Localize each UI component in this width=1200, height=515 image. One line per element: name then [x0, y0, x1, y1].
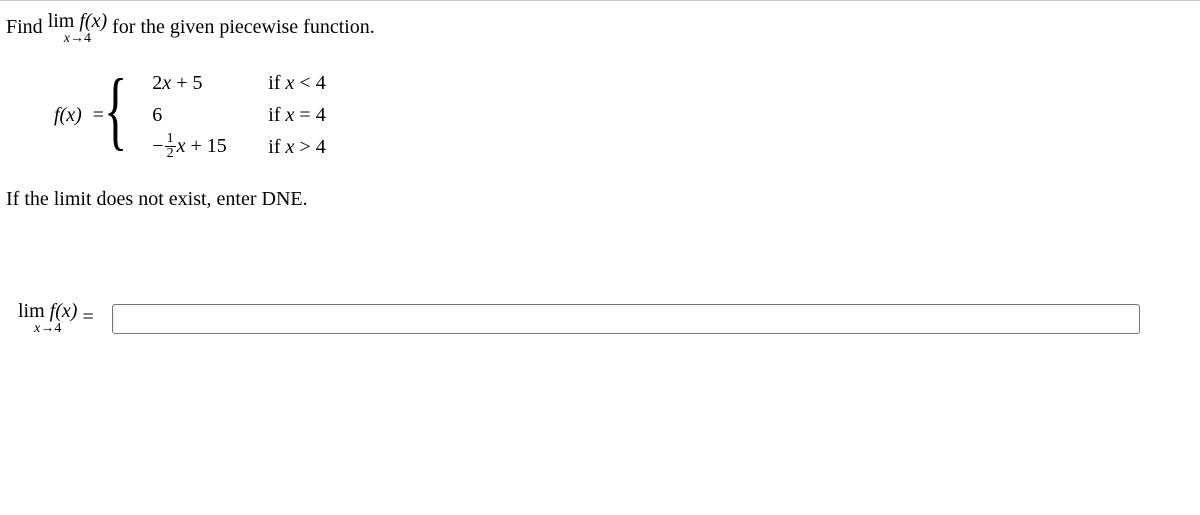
case-expression: 6: [152, 104, 268, 127]
piecewise-fx-label: f(x) =: [54, 104, 104, 127]
lim-sub-val: 4: [84, 31, 91, 46]
case-expression: −12x + 15: [152, 133, 268, 162]
piecewise-case: −12x + 15 if x > 4: [152, 132, 325, 162]
problem-prompt: Find lim f(x)x→4 for the given piecewise…: [6, 11, 1194, 46]
problem-container: Find lim f(x)x→4 for the given piecewise…: [0, 0, 1200, 515]
answer-input[interactable]: [112, 304, 1140, 334]
case-condition: if x = 4: [268, 104, 325, 127]
piecewise-case: 6 if x = 4: [152, 100, 325, 130]
lim-sub-arrow: →: [70, 31, 84, 46]
fraction: 12: [165, 132, 176, 161]
ans-lim-word: lim: [18, 300, 45, 322]
prompt-suffix: for the given piecewise function.: [107, 16, 375, 38]
lim-fx: f(x): [79, 10, 107, 32]
prompt-prefix: Find: [6, 16, 48, 38]
case-condition: if x > 4: [268, 136, 325, 159]
answer-limit-expression: lim f(x) x→4: [18, 301, 77, 336]
ans-lim-sub-val: 4: [54, 321, 61, 336]
answer-label: lim f(x) x→4 =: [18, 301, 94, 336]
piecewise-case: 2x + 5 if x < 4: [152, 68, 325, 98]
left-brace: {: [104, 71, 127, 151]
answer-row: lim f(x) x→4 =: [18, 301, 1194, 336]
ans-lim-sub-arrow: →: [40, 321, 54, 336]
limit-expression: lim f(x)x→4: [48, 11, 107, 46]
piecewise-cases: 2x + 5 if x < 4 6 if x = 4 −12x + 15 if …: [152, 68, 325, 162]
case-condition: if x < 4: [268, 72, 325, 95]
case-expression: 2x + 5: [152, 72, 268, 95]
answer-equals: =: [77, 306, 93, 328]
lim-word: lim: [48, 10, 75, 32]
instruction-text: If the limit does not exist, enter DNE.: [6, 188, 1194, 211]
piecewise-definition: f(x) = { 2x + 5 if x < 4 6 if x = 4 −12x…: [54, 68, 1194, 162]
ans-lim-fx: f(x): [50, 300, 78, 322]
